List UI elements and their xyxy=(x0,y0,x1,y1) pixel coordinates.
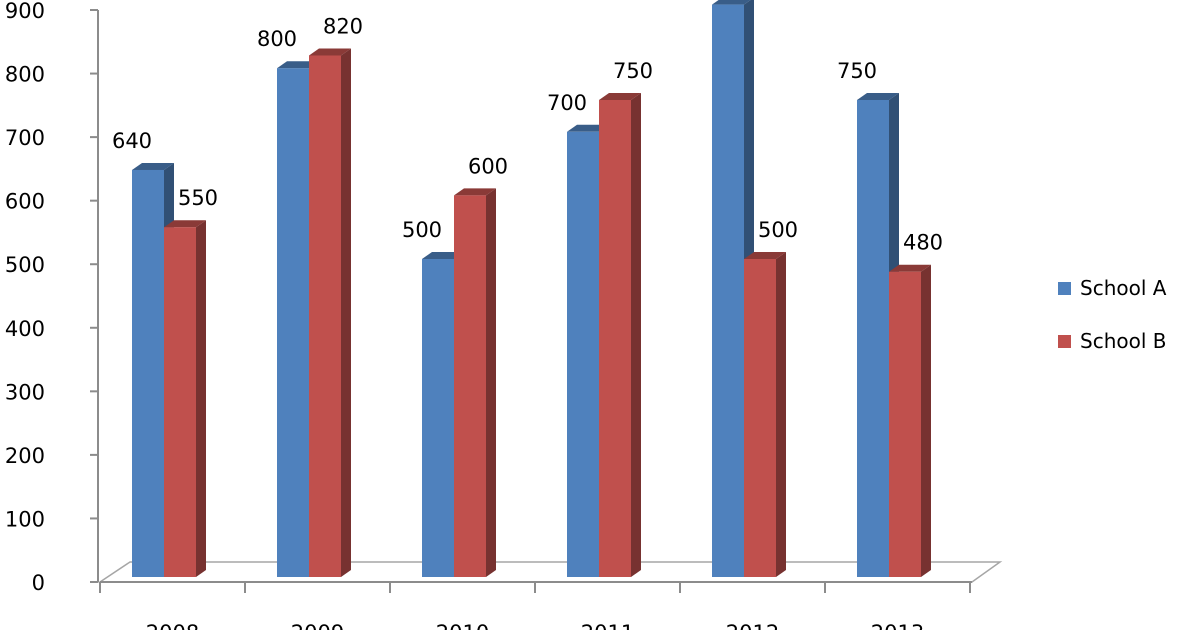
x-tick-label: 2009 xyxy=(291,621,344,630)
x-tick-label: 2012 xyxy=(726,621,779,630)
bar-top xyxy=(857,93,899,100)
bar-school-b-2008 xyxy=(164,220,206,577)
bar-front xyxy=(857,100,889,577)
bar-front xyxy=(277,68,309,577)
bar-front xyxy=(712,4,744,578)
bar-front xyxy=(422,259,454,577)
bar-top xyxy=(454,188,496,196)
bar-top xyxy=(712,0,751,5)
bar-front xyxy=(454,195,486,577)
bar-front xyxy=(889,271,921,577)
bar-school-b-2013 xyxy=(889,264,931,577)
bar-top xyxy=(309,48,351,56)
bar-side xyxy=(631,93,641,577)
bar-front xyxy=(744,259,776,577)
bar-top xyxy=(164,220,206,228)
y-tick-label: 0 xyxy=(32,571,45,595)
data-label: 750 xyxy=(837,59,877,83)
bar-top xyxy=(567,124,609,132)
bar-school-b-2012 xyxy=(744,252,786,577)
bar-top xyxy=(889,264,931,272)
bar-top xyxy=(599,93,641,100)
data-label: 820 xyxy=(323,14,363,38)
bar-top xyxy=(422,252,464,259)
bar-top xyxy=(132,162,174,170)
legend-label: School B xyxy=(1080,329,1166,353)
bar-top xyxy=(277,61,319,69)
bar-front xyxy=(567,131,599,578)
bar-side xyxy=(776,252,786,577)
y-tick-label: 700 xyxy=(5,126,45,150)
bar-side xyxy=(921,264,931,577)
x-tick-label: 2010 xyxy=(436,621,489,630)
bar-school-b-2010 xyxy=(454,188,496,577)
data-label: 800 xyxy=(257,27,297,51)
bar-school-b-2011 xyxy=(599,93,641,577)
bar-top xyxy=(744,252,786,259)
bar-front xyxy=(164,227,196,577)
y-tick-label: 900 xyxy=(5,0,45,23)
bar-front xyxy=(309,55,341,578)
y-tick-label: 400 xyxy=(5,317,45,341)
data-label: 480 xyxy=(903,231,943,255)
x-tick-label: 2011 xyxy=(581,621,634,630)
data-label: 700 xyxy=(547,91,587,115)
y-tick-label: 100 xyxy=(5,507,45,531)
data-label: 750 xyxy=(613,59,653,83)
data-label: 600 xyxy=(468,154,508,178)
data-label: 550 xyxy=(178,186,218,210)
x-tick-label: 2013 xyxy=(871,621,924,630)
y-tick-label: 800 xyxy=(5,63,45,87)
y-tick-label: 600 xyxy=(5,190,45,214)
legend-label: School A xyxy=(1080,276,1167,300)
legend-swatch-a xyxy=(1058,282,1071,295)
bar-front xyxy=(132,169,164,577)
y-tick-label: 300 xyxy=(5,380,45,404)
legend-swatch-b xyxy=(1058,335,1071,348)
bar-school-b-2009 xyxy=(309,48,351,578)
x-tick-label: 2008 xyxy=(146,621,199,630)
bar-side xyxy=(486,188,496,577)
bar-side xyxy=(196,220,206,577)
y-tick-label: 200 xyxy=(5,444,45,468)
data-label: 640 xyxy=(112,129,152,153)
data-label: 500 xyxy=(758,218,798,242)
bar-front xyxy=(599,100,631,577)
data-label: 500 xyxy=(402,218,442,242)
bar-side xyxy=(341,48,351,578)
y-tick-label: 500 xyxy=(5,253,45,277)
